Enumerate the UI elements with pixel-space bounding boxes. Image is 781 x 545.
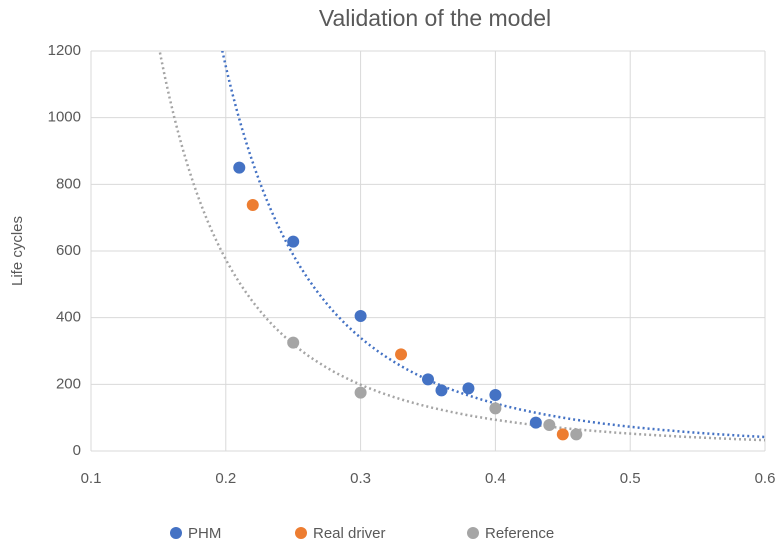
data-point [246, 199, 259, 211]
data-point [422, 373, 434, 386]
data-point [543, 419, 556, 431]
legend-item: Reference [467, 525, 554, 542]
x-tick-label: 0.1 [81, 470, 102, 487]
data-point [354, 310, 367, 322]
legend-item: PHM [170, 525, 221, 542]
x-tick-label: 0.3 [350, 470, 371, 487]
data-point [395, 348, 408, 361]
trendline [158, 51, 765, 442]
legend-label: PHM [188, 525, 221, 542]
x-tick-label: 0.6 [755, 470, 776, 487]
y-tick-label: 1000 [48, 109, 81, 126]
x-tick-label: 0.4 [485, 470, 506, 487]
x-tick-label: 0.5 [620, 470, 641, 487]
legend-marker [170, 527, 182, 539]
y-tick-label: 1200 [48, 42, 81, 59]
trendline [221, 51, 765, 439]
data-point [435, 384, 448, 397]
data-point [556, 428, 569, 441]
legend-marker [467, 527, 479, 539]
data-point [287, 235, 300, 248]
y-tick-label: 200 [56, 375, 81, 392]
y-axis-label: Life cycles [9, 216, 26, 286]
data-point [489, 389, 502, 401]
data-point [529, 416, 542, 429]
y-tick-label: 600 [56, 242, 81, 259]
data-point [570, 428, 583, 441]
y-tick-label: 800 [56, 175, 81, 192]
legend-label: Real driver [313, 525, 386, 542]
y-tick-label: 400 [56, 309, 81, 326]
data-point [233, 161, 246, 174]
chart-title: Validation of the model [319, 5, 551, 31]
data-point [287, 336, 300, 349]
legend-item: Real driver [295, 525, 386, 542]
data-point [354, 386, 367, 399]
legend-label: Reference [485, 525, 554, 542]
data-point [462, 382, 475, 395]
plot-area [158, 51, 765, 442]
legend-marker [295, 527, 307, 539]
data-point [489, 402, 502, 415]
x-tick-label: 0.2 [215, 470, 236, 487]
y-tick-label: 0 [73, 442, 81, 459]
